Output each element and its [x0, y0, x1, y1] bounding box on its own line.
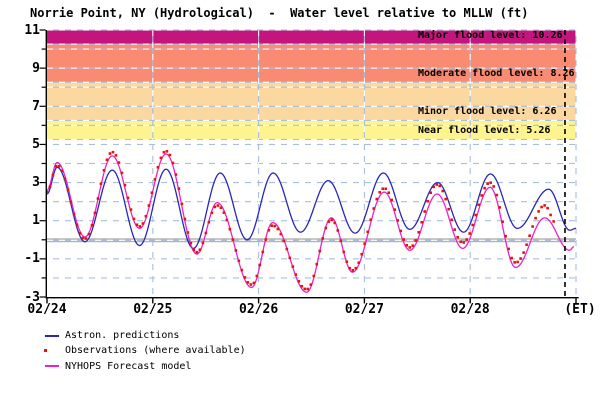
- y-axis-tick-label: -3: [24, 289, 40, 305]
- flood-level-label-moderate: Moderate flood level: 8.26: [418, 68, 575, 80]
- x-axis-tick-label: 02/27: [344, 302, 384, 317]
- legend-swatch-dot: [44, 349, 47, 353]
- chart-title: Norrie Point, NY (Hydrological) - Water …: [30, 6, 529, 20]
- x-axis-tick-label: 02/24: [27, 302, 67, 317]
- legend-swatch-line: [45, 365, 59, 367]
- y-axis-tick-label: 7: [32, 98, 40, 114]
- x-axis-tick-label: 02/26: [239, 302, 279, 317]
- x-axis-tick-label: 02/28: [450, 302, 490, 317]
- x-axis-timezone-label: (ET): [564, 302, 596, 317]
- legend-item-label: Observations (where available): [65, 345, 246, 357]
- flood-level-label-major: Major flood level: 10.26: [418, 30, 563, 42]
- x-axis-tick-label: 02/25: [133, 302, 173, 317]
- y-axis-tick-label: 5: [32, 136, 40, 152]
- y-axis-tick-label: 1: [32, 213, 40, 229]
- flood-level-label-minor: Minor flood level: 6.26: [418, 106, 557, 118]
- y-axis-tick-label: 9: [32, 60, 40, 76]
- legend-swatch-line: [45, 334, 59, 337]
- y-axis-tick-label: 11: [24, 22, 40, 38]
- legend-item-label: NYHOPS Forecast model: [65, 360, 192, 372]
- flood-level-label-near: Near flood level: 5.26: [418, 125, 551, 137]
- y-axis-tick-label: 3: [32, 175, 40, 191]
- legend-item-label: Astron. predictions: [65, 330, 180, 341]
- y-axis-tick-label: -1: [24, 251, 40, 267]
